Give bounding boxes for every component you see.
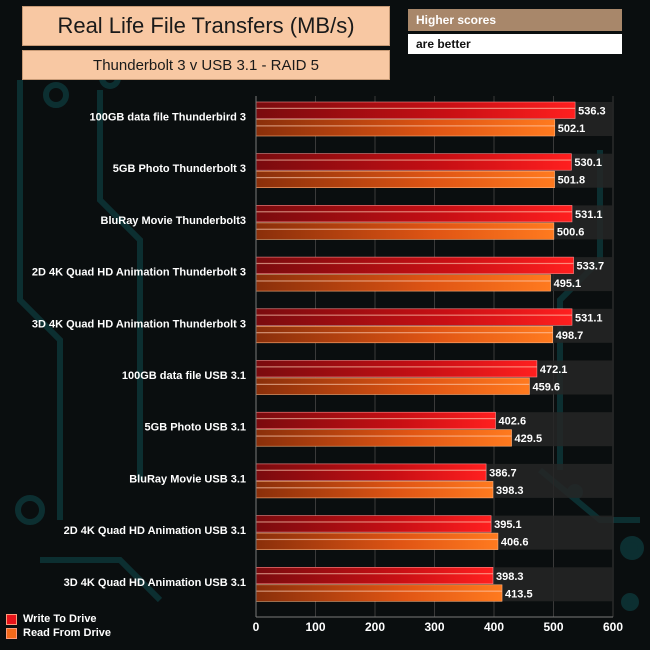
bar-highlight	[256, 159, 572, 161]
category-label: 3D 4K Quad HD Animation Thunderbolt 3	[32, 318, 246, 330]
bar-highlight	[256, 573, 493, 575]
bar-highlight	[256, 211, 573, 213]
category-label: 100GB data file USB 3.1	[122, 370, 246, 382]
category-label: 5GB Photo USB 3.1	[145, 422, 246, 434]
data-label: 502.1	[558, 123, 586, 135]
bar-read	[255, 274, 551, 292]
data-label: 398.3	[496, 485, 524, 497]
x-tick-label: 0	[253, 620, 260, 634]
x-tick-label: 600	[603, 620, 623, 634]
bar-highlight	[256, 262, 574, 265]
legend-swatch-write	[6, 613, 17, 625]
bar-read	[255, 170, 555, 188]
category-label: BluRay Movie USB 3.1	[129, 473, 246, 485]
bar-read	[255, 119, 556, 137]
bar-highlight	[256, 332, 553, 334]
bar-write	[255, 256, 574, 274]
bar-write	[255, 566, 494, 585]
legend: Write To Drive Read From Drive	[6, 612, 111, 640]
bar-highlight	[256, 383, 530, 385]
bar-highlight	[256, 521, 492, 523]
legend-item-write: Write To Drive	[6, 612, 111, 626]
x-tick-label: 100	[305, 620, 325, 634]
bar-write	[255, 308, 573, 326]
category-label: 3D 4K Quad HD Animation USB 3.1	[64, 577, 246, 589]
bar-highlight	[256, 280, 551, 282]
bar-write	[255, 101, 576, 119]
bar-highlight	[256, 107, 576, 109]
bar-highlight	[256, 487, 493, 489]
bar-write	[255, 153, 572, 171]
bar-highlight	[256, 590, 503, 592]
chart-title: Real Life File Transfers (MB/s)	[22, 6, 390, 46]
bar-write	[255, 411, 496, 430]
bar-read	[255, 532, 499, 550]
x-tick-label: 200	[365, 620, 385, 634]
bar-highlight	[256, 176, 555, 179]
data-label: 398.3	[496, 571, 524, 583]
data-label: 429.5	[515, 433, 543, 445]
data-label: 498.7	[556, 330, 584, 342]
bar-write	[255, 515, 492, 533]
legend-label-write: Write To Drive	[23, 613, 97, 625]
bar-highlight	[256, 125, 555, 127]
bar-write	[255, 360, 538, 378]
category-label: 5GB Photo Thunderbolt 3	[113, 163, 246, 175]
data-label: 402.6	[499, 416, 527, 428]
category-label: 2D 4K Quad HD Animation Thunderbolt 3	[32, 267, 246, 279]
bar-highlight	[256, 366, 537, 368]
data-label: 530.1	[574, 157, 602, 169]
bar-highlight	[256, 469, 487, 471]
bar-read	[255, 429, 512, 447]
x-tick-label: 500	[543, 620, 563, 634]
legend-item-read: Read From Drive	[6, 626, 111, 640]
bar-write	[255, 205, 573, 223]
data-label: 495.1	[554, 278, 582, 290]
bar-read	[255, 377, 530, 395]
bar-read	[255, 584, 503, 602]
category-label: 100GB data file Thunderbird 3	[90, 112, 246, 124]
data-label: 500.6	[557, 226, 585, 238]
bar-highlight	[256, 538, 498, 541]
bars	[255, 101, 576, 602]
data-label: 459.6	[532, 382, 560, 394]
data-label: 395.1	[494, 519, 522, 531]
bar-highlight	[256, 314, 573, 316]
bar-highlight	[256, 417, 496, 420]
chart-subtitle: Thunderbolt 3 v USB 3.1 - RAID 5	[22, 50, 390, 80]
category-labels: 100GB data file Thunderbird 3 5GB Photo T…	[32, 112, 246, 589]
value-labels: 536.3 502.1 530.1 501.8 531.1 500.6 533.7 495.1…	[489, 106, 606, 601]
x-axis: 0 100 200 300 400 500 600	[253, 96, 623, 634]
bar-write	[255, 463, 487, 481]
x-tick-label: 300	[424, 620, 444, 634]
bar-highlight	[256, 228, 554, 230]
data-label: 472.1	[540, 364, 568, 376]
note-higher-scores: Higher scores	[408, 9, 622, 31]
data-label: 531.1	[575, 312, 603, 324]
x-tick-label: 400	[484, 620, 504, 634]
legend-label-read: Read From Drive	[23, 627, 112, 639]
bar-read	[255, 222, 555, 240]
category-label: BluRay Movie Thunderbolt3	[101, 215, 246, 227]
data-label: 536.3	[578, 106, 606, 118]
bar-highlight	[256, 435, 512, 437]
legend-swatch-read	[6, 627, 17, 639]
data-label: 533.7	[577, 261, 605, 273]
data-label: 386.7	[489, 467, 517, 479]
data-label: 413.5	[505, 588, 533, 600]
data-label: 406.6	[501, 537, 529, 549]
data-label: 531.1	[575, 209, 603, 221]
bar-read	[255, 325, 554, 344]
bar-read	[255, 481, 494, 499]
note-are-better: are better	[408, 34, 622, 54]
data-label: 501.8	[558, 175, 586, 187]
category-label: 2D 4K Quad HD Animation USB 3.1	[64, 525, 246, 537]
